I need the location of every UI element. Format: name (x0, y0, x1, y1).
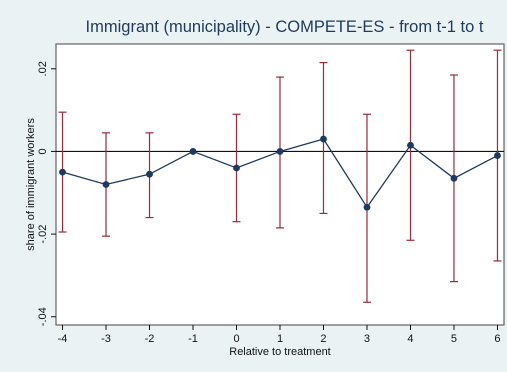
y-tick-label: 0 (37, 148, 49, 154)
x-tick-label: 2 (320, 333, 326, 345)
data-point (233, 164, 240, 172)
y-tick-label: -.02 (37, 225, 49, 244)
x-tick-label: 6 (494, 333, 500, 345)
chart-title: Immigrant (municipality) - COMPETE-ES - … (85, 18, 484, 36)
data-point (363, 203, 371, 211)
y-axis-title: share of immigrant workers (25, 118, 37, 251)
data-point (276, 148, 284, 155)
x-tick-label: 3 (364, 333, 370, 345)
data-point (407, 141, 414, 149)
x-tick-label: -1 (188, 333, 198, 345)
data-point (59, 168, 66, 176)
x-tick-label: 5 (451, 333, 457, 345)
x-axis-title: Relative to treatment (229, 346, 331, 358)
data-point (189, 148, 197, 155)
x-tick-label: 4 (407, 333, 413, 345)
data-point (320, 135, 327, 143)
y-tick-label: .02 (37, 61, 49, 76)
axis-ticks: -4 -3 -2 -1 0 1 2 3 4 5 6 .02 0 -.02 -.04 (37, 61, 501, 345)
x-tick-label: -4 (58, 333, 68, 345)
data-point (146, 170, 153, 178)
y-tick-label: -.04 (37, 307, 49, 326)
data-point (450, 174, 458, 182)
data-point (102, 181, 110, 188)
data-point (494, 152, 501, 159)
x-tick-label: 1 (277, 333, 283, 345)
x-tick-label: -3 (101, 333, 111, 345)
x-tick-label: 0 (233, 333, 239, 345)
data-points (59, 135, 501, 211)
x-tick-label: -2 (145, 333, 155, 345)
